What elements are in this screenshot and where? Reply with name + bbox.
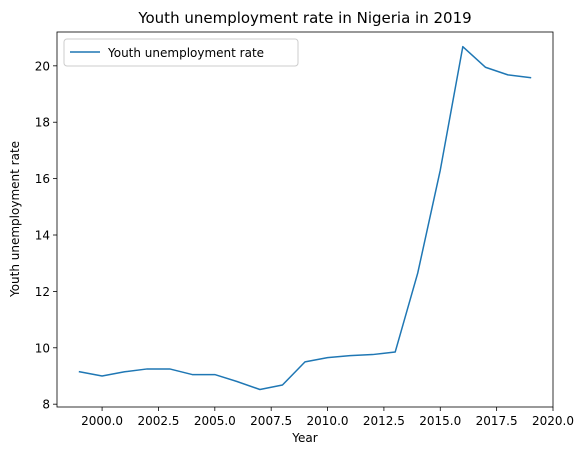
x-axis-ticks: 2000.0 2002.5 2005.0 2007.5 2010.0 2012.5 2015… xyxy=(81,407,574,428)
legend: Youth unemployment rate xyxy=(63,38,299,67)
x-tick-label: 2012.5 xyxy=(363,414,405,428)
y-axis-label: Youth unemployment rate xyxy=(8,141,22,298)
x-tick-label: 2007.5 xyxy=(250,414,292,428)
y-tick-label: 12 xyxy=(35,285,50,299)
y-tick-label: 10 xyxy=(35,341,50,355)
legend-box xyxy=(63,38,299,67)
y-tick-label: 14 xyxy=(35,229,50,243)
y-tick-label: 20 xyxy=(35,59,50,73)
x-tick-label: 2010.0 xyxy=(307,414,349,428)
x-tick-label: 2000.0 xyxy=(81,414,123,428)
legend-label: Youth unemployment rate xyxy=(107,46,264,60)
chart-title: Youth unemployment rate in Nigeria in 20… xyxy=(137,9,471,27)
y-axis-ticks: 8 10 12 14 16 18 20 xyxy=(35,59,57,412)
x-tick-label: 2002.5 xyxy=(137,414,179,428)
series-layer xyxy=(78,45,532,391)
y-tick-label: 8 xyxy=(42,398,50,412)
y-tick-label: 18 xyxy=(35,116,50,130)
x-tick-label: 2020.0 xyxy=(532,414,574,428)
series-line xyxy=(78,45,532,391)
x-axis-label: Year xyxy=(291,431,317,445)
x-tick-label: 2005.0 xyxy=(194,414,236,428)
x-tick-label: 2017.5 xyxy=(476,414,518,428)
y-tick-label: 16 xyxy=(35,172,50,186)
x-tick-label: 2015.0 xyxy=(419,414,461,428)
plot-frame xyxy=(56,31,554,408)
